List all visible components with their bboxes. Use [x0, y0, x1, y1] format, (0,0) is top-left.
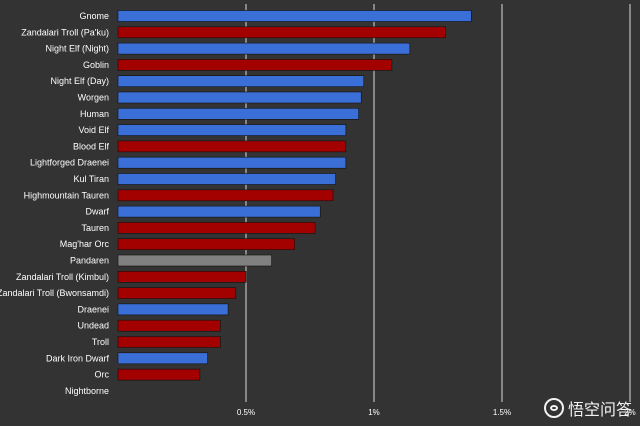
- bar: [117, 303, 229, 316]
- category-label: Void Elf: [78, 125, 109, 135]
- bar: [117, 42, 411, 55]
- category-label: Troll: [92, 337, 109, 347]
- category-label: Gnome: [79, 11, 109, 21]
- category-label: Tauren: [81, 223, 109, 233]
- category-label: Human: [80, 109, 109, 119]
- category-label: Worgen: [78, 93, 109, 103]
- bar: [117, 59, 393, 71]
- category-label: Mag'har Orc: [60, 239, 110, 249]
- bar: [117, 26, 446, 39]
- bar: [117, 352, 208, 365]
- bar: [117, 91, 362, 104]
- bar: [117, 368, 201, 381]
- category-label: Undead: [77, 321, 109, 331]
- category-label: Orc: [95, 370, 110, 380]
- bar: [117, 319, 221, 332]
- bar: [117, 287, 237, 299]
- category-label: Highmountain Tauren: [24, 190, 109, 200]
- category-label: Blood Elf: [73, 141, 110, 151]
- x-tick-label: 0.5%: [237, 408, 255, 417]
- category-label: Dwarf: [85, 207, 109, 217]
- bar: [117, 10, 472, 22]
- bar: [117, 156, 347, 169]
- bar: [117, 205, 321, 218]
- bar: [117, 140, 347, 153]
- category-label: Night Elf (Day): [50, 76, 109, 86]
- watermark-logo-icon: [543, 398, 564, 418]
- bar: [117, 270, 247, 283]
- bar: [117, 238, 295, 250]
- bars: [117, 10, 472, 381]
- category-label: Pandaren: [70, 256, 109, 266]
- x-tick-label: 2%: [624, 408, 636, 417]
- bar: [117, 75, 365, 87]
- category-label: Lightforged Draenei: [30, 158, 109, 168]
- category-label: Draenei: [77, 304, 109, 314]
- bar: [117, 222, 316, 234]
- category-label: Dark Iron Dwarf: [46, 353, 110, 363]
- bar: [117, 124, 347, 136]
- bar: [117, 336, 221, 348]
- bar: [117, 189, 334, 202]
- bar: [117, 254, 272, 267]
- category-label: Zandalari Troll (Kimbul): [16, 272, 109, 282]
- bar: [117, 173, 336, 185]
- bar: [117, 108, 359, 120]
- category-label: Goblin: [83, 60, 109, 70]
- category-labels: Gnome Zandalari Troll (Pa'ku) Night Elf (N…: [0, 11, 109, 396]
- category-label: Night Elf (Night): [45, 44, 109, 54]
- category-label: Kul Tiran: [73, 174, 109, 184]
- x-tick-label: 1%: [368, 408, 380, 417]
- category-label: Nightborne: [65, 386, 109, 396]
- category-label: Zandalari Troll (Bwonsamdi): [0, 288, 109, 298]
- x-tick-labels: 0.5% 1% 1.5% 2%: [237, 408, 636, 417]
- watermark: 悟空问答: [543, 396, 632, 420]
- category-label: Zandalari Troll (Pa'ku): [21, 27, 109, 37]
- x-tick-label: 1.5%: [493, 408, 511, 417]
- watermark-text: 悟空问答: [567, 400, 632, 419]
